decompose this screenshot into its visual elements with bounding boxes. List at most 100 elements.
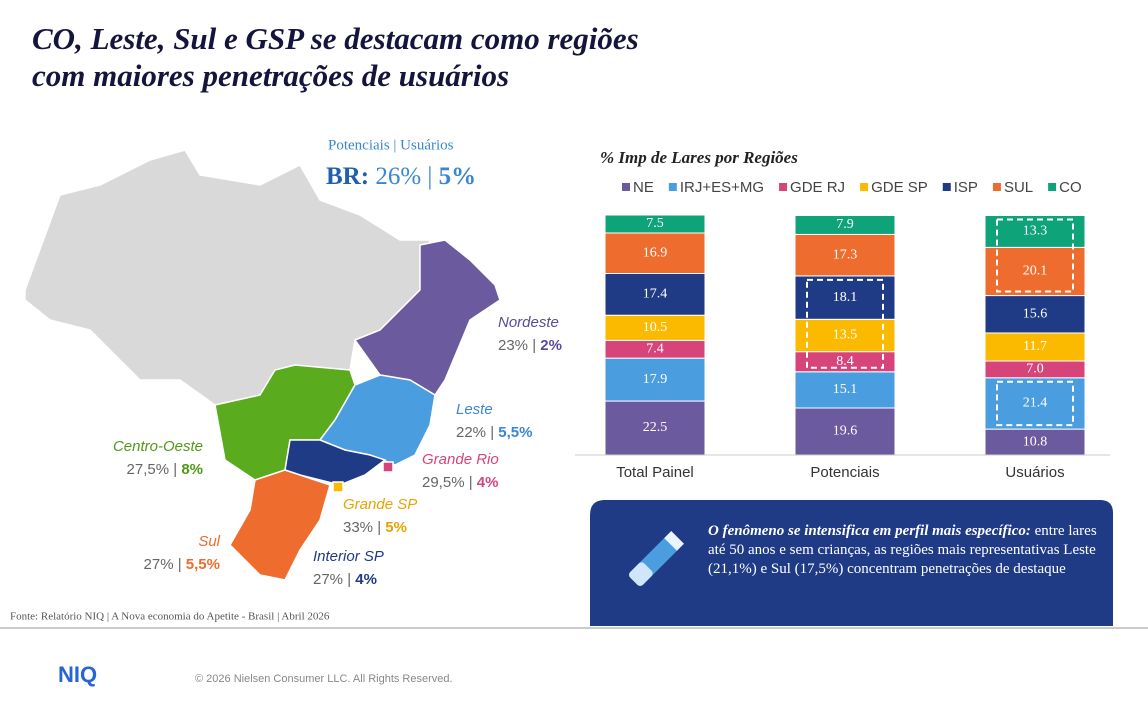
region-potential: 29,5% | [422,474,473,491]
map [24,149,501,581]
source: Fonte: Relatório NIQ | A Nova economia d… [10,611,330,623]
callout-text-box: O fenômeno se intensifica em perfil mais… [708,523,1097,577]
callout-icon [629,531,684,586]
region-stats: 27% | 4% [313,571,377,588]
legend-swatch [1048,183,1057,191]
title: CO, Leste, Sul e GSP se destacam como re… [32,21,639,93]
region-nordeste [353,239,501,397]
legend-label: IRJ+ES+MG [680,179,764,196]
bar-segment [604,357,706,402]
region-name: Centro-Oeste [113,438,203,455]
bar-segment [984,214,1086,248]
legend-label: NE [633,179,654,196]
region-name: Sul [198,533,220,550]
data-label: 13.5 [833,328,858,343]
legend-swatch [942,183,951,191]
region-potential: 23% | [498,337,536,354]
data-label: 22.5 [643,420,668,435]
highlight-box [996,218,1074,293]
region-stats: 29,5% | 4% [422,474,498,491]
region-name: Nordeste [498,314,559,331]
copyright: © 2026 Nielsen Consumer LLC. All Rights … [195,673,453,685]
region-users: 4% [477,474,499,491]
bar-segment [794,233,896,277]
data-label: 17.4 [643,287,668,302]
br-users: 5% [439,163,477,190]
title-line: com maiores penetrações de usuários [32,58,509,93]
bar-segment [984,295,1086,334]
data-label: 20.1 [1023,264,1048,279]
data-label: 10.8 [1023,434,1048,449]
bar-segment [604,214,706,234]
bar-segment [604,400,706,456]
br-potential: 26% | [375,163,432,190]
legend-swatch [779,183,788,191]
bar-segment [984,246,1086,297]
callout-lead: O fenômeno se intensifica em perfil mais… [708,523,1031,539]
data-label: 21.4 [1023,396,1048,411]
bar-segment [794,318,896,353]
region-potential: 33% | [343,519,381,536]
data-label: 8.4 [836,354,854,369]
region-stats: 27% | 5,5% [144,556,220,573]
highlight-box [806,278,884,369]
legend-swatch [668,183,677,191]
bars: 22.5 17.9 7.4 10.5 17.4 16.9 7.5 Total Painel 19… [575,214,1110,481]
legend-swatch [860,183,869,191]
callout-body: entre lares até 50 anos e sem crianças, … [708,523,1097,577]
region-potential: 22% | [456,424,494,441]
bar-segment [794,371,896,409]
region-grande-rio [382,461,394,473]
bar-segment [794,275,896,320]
region-users: 5,5% [498,424,532,441]
data-label: 7.5 [646,216,664,231]
region-potential: 27,5% | [127,461,178,478]
data-label: 15.1 [833,382,858,397]
legend-label: SUL [1004,179,1033,196]
data-label: 7.0 [1026,362,1044,377]
x-tick-label: Potenciais [810,464,879,481]
region-users: 5,5% [186,556,220,573]
data-label: 7.4 [646,341,664,356]
region-stats: 22% | 5,5% [456,424,532,441]
x-tick-label: Total Painel [616,464,694,481]
bar-segment [794,214,896,235]
region-users: 4% [355,571,377,588]
region-labels: Nordeste 23% | 2% Leste 22% | 5,5% Grande Ri… [113,314,562,588]
region-users: 8% [181,461,203,478]
data-label: 13.3 [1023,224,1048,239]
region-potential: 27% | [313,571,351,588]
bar-segment [604,273,706,316]
legend-label: ISP [954,179,978,196]
chart-title: % Imp de Lares por Regiões [600,148,798,167]
title-line: CO, Leste, Sul e GSP se destacam como re… [32,21,639,56]
legend-swatch [622,183,630,191]
bar-segment [984,332,1086,362]
bar-segment [984,377,1086,430]
region-users: 5% [385,519,407,536]
legend: NE IRJ+ES+MG GDE RJ GDE SP ISP SUL CO [622,179,1082,196]
data-label: 17.9 [643,372,668,387]
legend-swatch [992,183,1001,191]
region-sul [229,469,331,581]
data-label: 15.6 [1023,306,1048,321]
data-label: 18.1 [833,290,858,305]
region-grande-sp [332,481,344,493]
callout-box [590,500,1113,626]
legend-label: GDE RJ [790,179,845,196]
region-name: Interior SP [313,548,384,565]
region-stats: 23% | 2% [498,337,562,354]
legend-label: CO [1059,179,1082,196]
region-name: Grande Rio [422,451,499,468]
br-label: BR: [326,163,369,190]
region-name: Grande SP [343,496,417,513]
data-label: 10.5 [643,320,668,335]
bar-segment [604,314,706,341]
br-summary: BR: 26% | 5% [326,163,476,190]
data-label: 17.3 [833,247,858,262]
data-label: 16.9 [643,245,668,260]
region-users: 2% [540,337,562,354]
data-label: 7.9 [836,217,854,232]
